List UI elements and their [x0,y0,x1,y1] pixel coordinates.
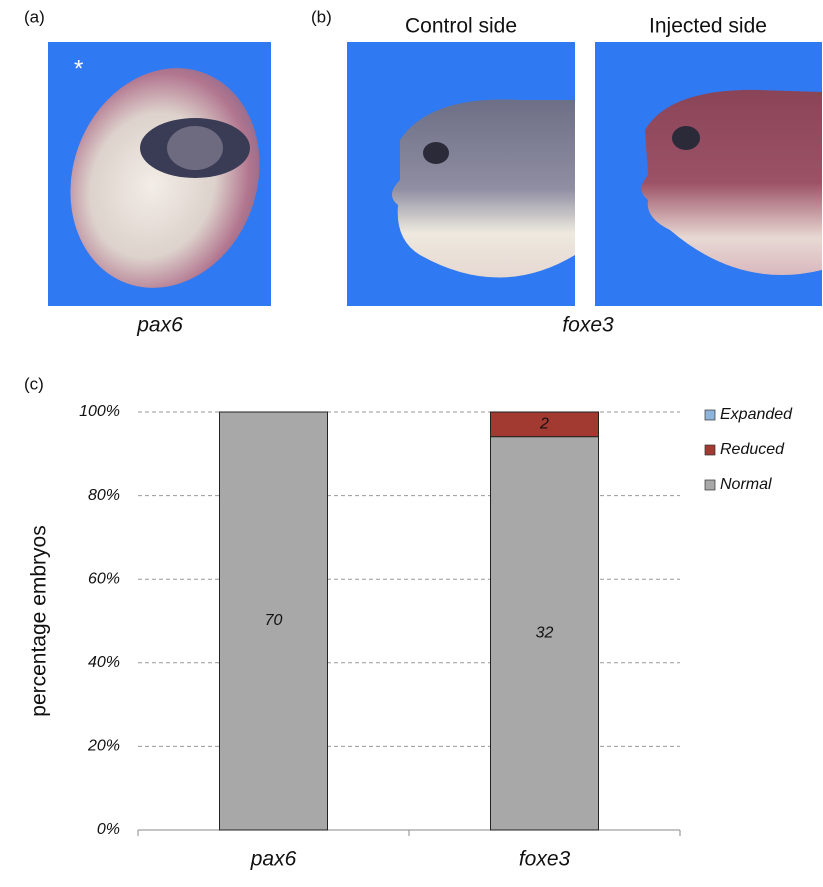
legend-swatch [704,409,716,421]
legend-swatch [704,444,716,456]
legend-label: Reduced [720,441,785,458]
x-tick-label: foxe3 [519,848,571,871]
data-label: 2 [539,416,549,433]
data-label: 32 [536,625,554,642]
y-axis-label: percentage embryos [28,525,51,716]
data-label: 70 [265,612,283,629]
panel-label: (a) [24,7,45,26]
y-tick-label: 0% [97,821,120,838]
y-tick-label: 60% [88,570,120,587]
x-tick-label: pax6 [250,848,297,871]
y-tick-label: 80% [88,487,120,504]
y-tick-label: 40% [88,654,120,671]
photo [48,42,271,306]
panel-title: Injected side [649,15,767,38]
legend-swatch [704,479,716,491]
panel-label: (b) [311,7,332,26]
bar-segment [219,411,328,831]
panel-title: Control side [405,15,517,38]
photo [595,42,822,306]
panel-label: (c) [24,374,44,393]
y-tick-label: 20% [87,738,120,755]
legend-label: Normal [720,476,772,493]
gene-label: foxe3 [562,314,614,337]
asterisk: * [74,55,83,82]
bar-segment [490,411,599,438]
y-tick-label: 100% [79,403,120,420]
gene-label: pax6 [136,314,183,337]
legend-label: Expanded [720,406,793,423]
photo [347,42,575,306]
bar-segment [490,436,599,831]
